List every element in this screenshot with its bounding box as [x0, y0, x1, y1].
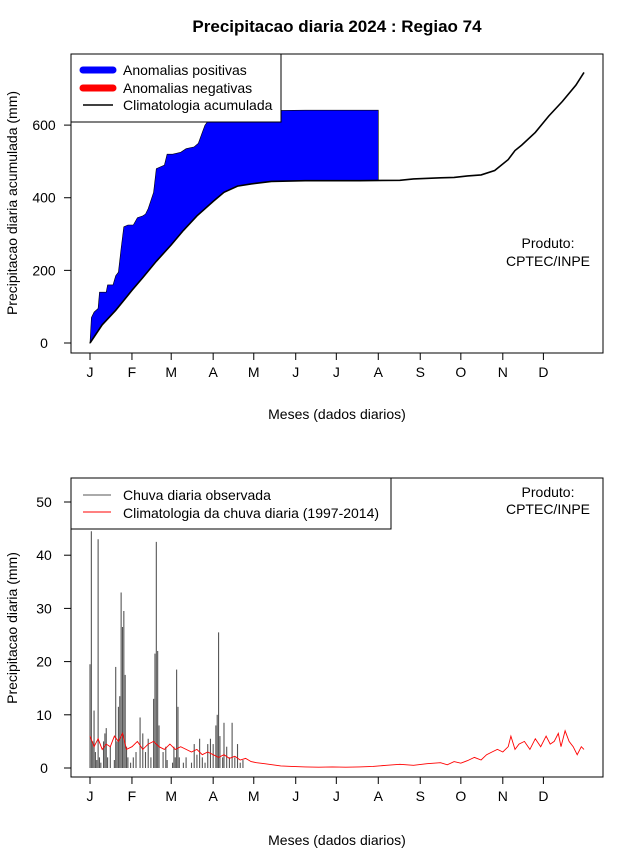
bottom-x-tick-label: S	[416, 788, 425, 804]
top-product-label: Produto:	[522, 235, 575, 251]
legend-label-daily-climatology: Climatologia da chuva diaria (1997-2014)	[123, 505, 379, 521]
top-x-tick-label: J	[333, 364, 340, 380]
legend-label-climatology: Climatologia acumulada	[123, 97, 273, 113]
top-x-tick-label: N	[498, 364, 508, 380]
chart-title: Precipitacao diaria 2024 : Regiao 74	[192, 17, 482, 36]
positive-anomaly-area	[89, 109, 379, 345]
legend-label-negative-anomaly: Anomalias negativas	[123, 80, 252, 96]
daily-rain-bars	[89, 531, 244, 768]
top-x-tick-label: J	[292, 364, 299, 380]
top-x-tick-label: O	[455, 364, 466, 380]
bottom-legend: Chuva diaria observada Climatologia da c…	[70, 477, 392, 530]
bottom-x-tick-label: J	[87, 788, 94, 804]
bottom-x-tick-label: A	[374, 788, 384, 804]
top-x-tick-label: A	[374, 364, 384, 380]
legend-label-positive-anomaly: Anomalias positivas	[123, 62, 247, 78]
top-x-tick-label: D	[538, 364, 548, 380]
bottom-y-axis-label: Precipitacao diaria (mm)	[4, 552, 20, 704]
legend-label-observed-rain: Chuva diaria observada	[123, 487, 271, 503]
top-x-tick-label: S	[416, 364, 425, 380]
bottom-y-tick-label: 30	[36, 600, 52, 616]
bottom-x-axis-label: Meses (dados diarios)	[268, 832, 406, 848]
bottom-legend-box	[70, 477, 392, 530]
top-x-axis-label: Meses (dados diarios)	[268, 406, 406, 422]
bottom-y-tick-label: 50	[36, 494, 52, 510]
top-x-tick-label: M	[248, 364, 260, 380]
bottom-y-tick-label: 40	[36, 547, 52, 563]
top-x-tick-label: F	[128, 364, 137, 380]
top-y-tick-label: 200	[32, 262, 56, 278]
daily-climatology-line	[89, 729, 585, 768]
top-y-tick-label: 400	[32, 190, 56, 206]
top-x-tick-label: J	[87, 364, 94, 380]
bottom-x-tick-label: N	[498, 788, 508, 804]
climatology-cumulative-line	[89, 71, 585, 344]
bottom-y-tick-label: 0	[40, 760, 48, 776]
top-y-axis: 0 200 400 600	[32, 117, 72, 351]
top-legend: Anomalias positivas Anomalias negativas …	[70, 53, 282, 123]
bottom-x-tick-label: O	[455, 788, 466, 804]
top-y-tick-label: 0	[40, 335, 48, 351]
bottom-product-label: Produto:	[522, 484, 575, 500]
bottom-x-tick-label: J	[292, 788, 299, 804]
bottom-x-tick-label: M	[165, 788, 177, 804]
bottom-x-tick-label: F	[128, 788, 137, 804]
bottom-y-tick-label: 10	[36, 707, 52, 723]
top-y-axis-label: Precipitacao diaria acumulada (mm)	[4, 91, 20, 315]
bottom-y-tick-label: 20	[36, 654, 52, 670]
bottom-product-source: CPTEC/INPE	[506, 501, 590, 517]
bottom-x-tick-label: A	[208, 788, 218, 804]
bottom-x-tick-label: D	[538, 788, 548, 804]
bottom-x-tick-label: M	[248, 788, 260, 804]
bottom-x-tick-label: J	[333, 788, 340, 804]
top-x-tick-label: A	[208, 364, 218, 380]
top-y-tick-label: 600	[32, 117, 56, 133]
top-product-source: CPTEC/INPE	[506, 253, 590, 269]
top-x-tick-label: M	[165, 364, 177, 380]
bottom-y-axis: 0 10 20 30 40 50	[36, 494, 72, 776]
